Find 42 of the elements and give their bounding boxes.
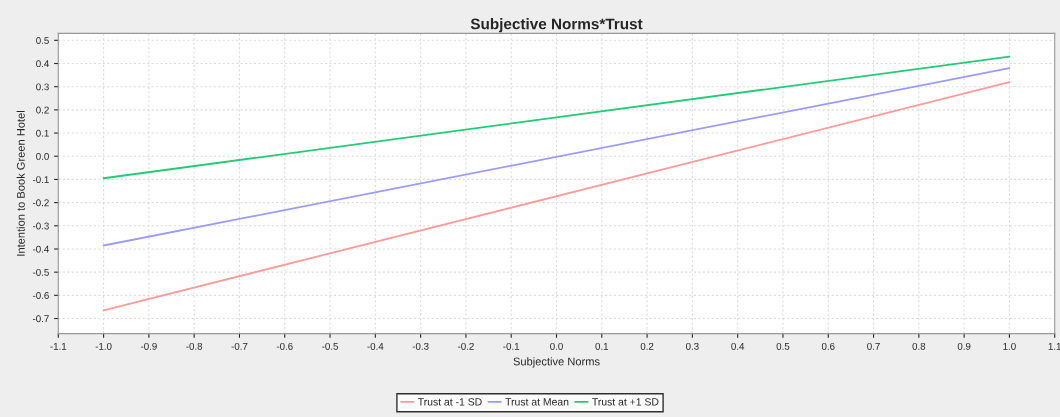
x-tick-label: 1.1 [1048,342,1060,350]
x-tick-label: -0.7 [231,342,248,350]
y-axis-title: Intention to Book Green Hotel [16,111,25,256]
y-tick-label: 0.4 [36,60,49,68]
legend-label: Trust at -1 SD [417,398,482,406]
legend-label: Trust at Mean [505,398,569,406]
y-tick-label: -0.3 [32,222,49,230]
x-tick-label: -0.9 [140,342,157,350]
x-tick-label: -0.5 [322,342,339,350]
x-tick-label: 0.8 [912,342,926,350]
x-tick-label: 0.2 [640,342,654,350]
chart-title: Subjective Norms*Trust [470,18,643,33]
x-tick-label: -1.0 [95,342,112,350]
y-tick-label: -0.6 [32,292,49,299]
x-tick-label: 0.9 [957,342,971,350]
x-tick-label: -0.8 [186,342,203,350]
x-tick-label: 0.4 [731,342,745,350]
x-tick-label: -0.1 [503,342,520,350]
y-tick-label: 0.0 [36,152,49,160]
y-tick-label: 0.2 [36,106,49,114]
x-tick-label: 0.0 [550,342,563,350]
y-tick-label: -0.5 [32,268,49,276]
x-tick-label: 0.5 [776,342,790,350]
y-tick-label: 0.5 [36,37,49,44]
x-tick-label: -1.1 [50,342,67,350]
x-tick-label: 1.0 [1003,342,1016,350]
y-tick-label: -0.1 [32,176,49,184]
y-tick-label: -0.2 [32,199,49,207]
x-tick-label: 0.1 [595,342,609,350]
y-tick-label: -0.4 [32,245,49,253]
y-tick-label: -0.7 [32,315,49,323]
x-axis-title: Subjective Norms [513,357,600,368]
y-tick-label: 0.1 [36,129,49,137]
x-tick-label: 0.3 [686,342,699,350]
x-tick-label: -0.2 [457,342,474,350]
y-tick-label: 0.3 [36,83,49,91]
legend-label: Trust at +1 SD [592,398,659,406]
x-tick-label: -0.6 [276,342,293,350]
x-tick-label: 0.7 [867,342,880,350]
x-tick-label: -0.3 [412,342,429,350]
x-tick-label: -0.4 [367,342,384,350]
x-tick-label: 0.6 [821,342,835,350]
